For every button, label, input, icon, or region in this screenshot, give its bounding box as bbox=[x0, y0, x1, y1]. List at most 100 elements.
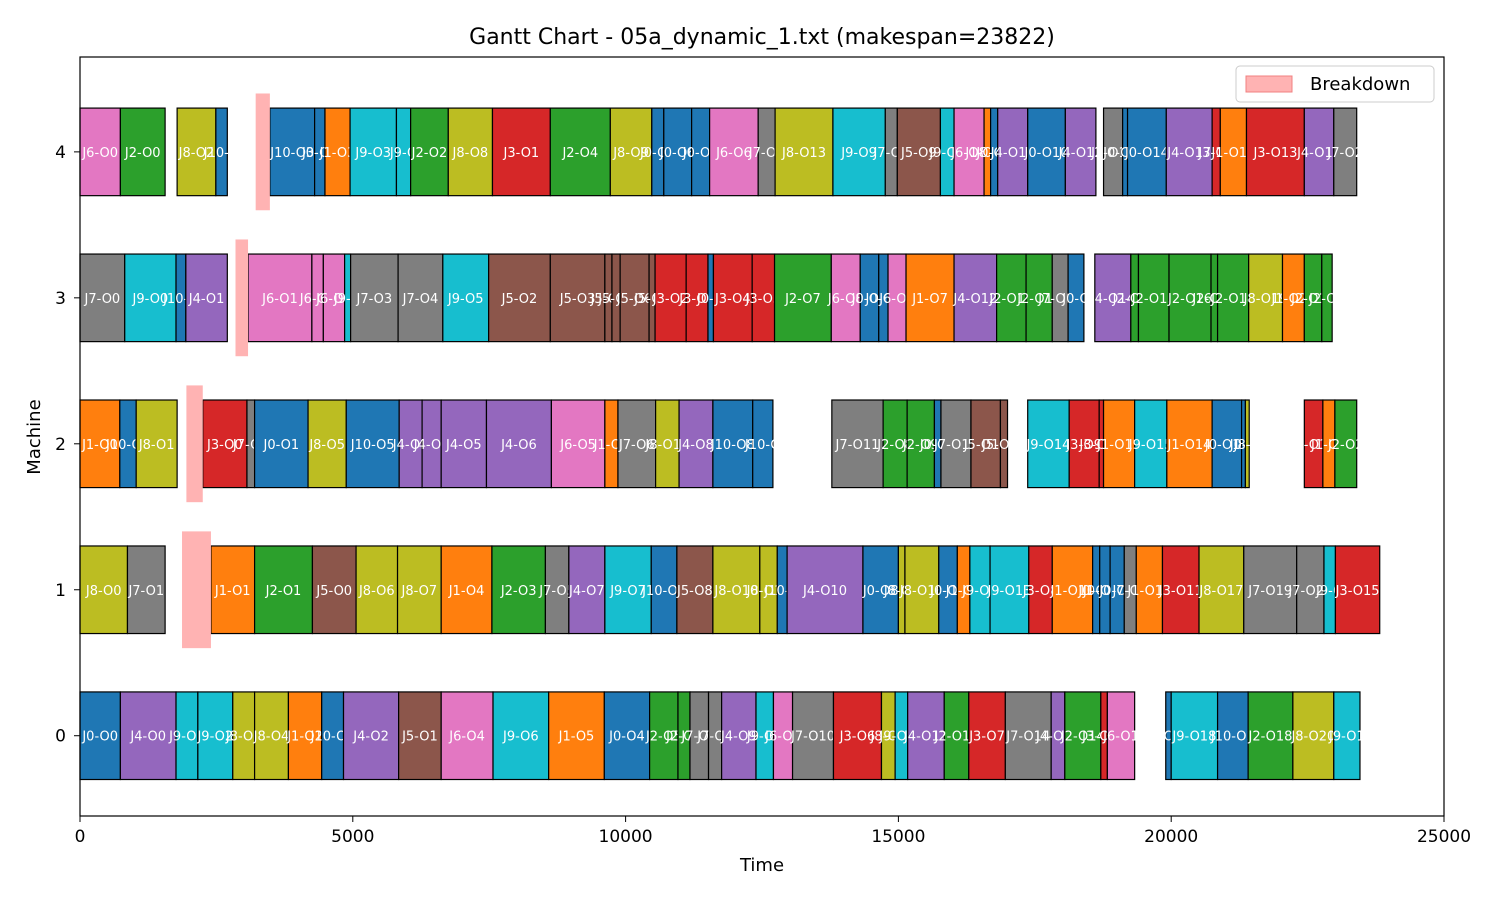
operation-bar bbox=[791, 691, 835, 781]
plot-frame bbox=[79, 56, 1445, 817]
operation-label: J8-O4 bbox=[253, 730, 290, 745]
operation-bar bbox=[185, 253, 228, 343]
operation-bar bbox=[905, 253, 955, 343]
operation-bar bbox=[832, 691, 883, 781]
operation-label: J9-O9 bbox=[840, 146, 877, 161]
x-tick-label: 20000 bbox=[1144, 827, 1198, 847]
operation-bar bbox=[773, 253, 832, 343]
operation-label: J10-O5 bbox=[350, 438, 395, 453]
operation-bar bbox=[410, 107, 449, 197]
operation-label: J9-O2 bbox=[196, 730, 233, 745]
operation-label: J6-O8 bbox=[827, 292, 864, 307]
operation-bar bbox=[440, 399, 488, 489]
operation-label: J8-O8 bbox=[452, 146, 489, 161]
operation-label: J1-O3 bbox=[319, 146, 356, 161]
operation-label: J5-O8 bbox=[676, 584, 713, 599]
operation-label: J0-O bbox=[1061, 292, 1089, 307]
operation-label: J2-O18 bbox=[1210, 292, 1255, 307]
operation-bar bbox=[1248, 253, 1284, 343]
y-axis-label: Machine bbox=[24, 399, 45, 474]
operation-bar bbox=[1292, 691, 1335, 781]
operation-bar bbox=[447, 107, 494, 197]
operation-label: J10-O bbox=[744, 438, 781, 453]
operation-bar bbox=[1198, 545, 1245, 635]
operation-bar bbox=[1333, 107, 1358, 197]
operation-bar bbox=[943, 691, 970, 781]
operation-label: J7-O10 bbox=[790, 730, 835, 745]
operation-label: J2-O0 bbox=[124, 146, 161, 161]
breakdown-bar bbox=[255, 93, 270, 211]
operation-label: J6-O7 bbox=[764, 730, 801, 745]
operation-bar bbox=[342, 691, 400, 781]
operation-bar bbox=[896, 107, 942, 197]
operation-bar bbox=[654, 253, 687, 343]
operation-bar bbox=[997, 107, 1029, 197]
axes: 0 5000 10000 15000 20000 25000 0 1 2 3 4 bbox=[55, 143, 1471, 847]
operation-bar bbox=[549, 107, 611, 197]
operation-bar bbox=[202, 399, 248, 489]
operation-label: J8-O16 bbox=[899, 584, 944, 599]
operation-label: J5-O1 bbox=[401, 730, 438, 745]
operation-bar bbox=[712, 399, 754, 489]
operation-label: J6-O0 bbox=[81, 146, 118, 161]
operation-bar bbox=[135, 399, 178, 489]
operation-label: J7-O1 bbox=[127, 584, 164, 599]
operation-bar bbox=[324, 107, 351, 197]
operation-bar bbox=[953, 253, 998, 343]
operation-label: J4-O0 bbox=[129, 730, 166, 745]
legend: Breakdown bbox=[1235, 65, 1435, 103]
operation-bar bbox=[1027, 399, 1070, 489]
operation-label: J7-O0 bbox=[84, 292, 121, 307]
operation-label: J1-O0 bbox=[81, 438, 118, 453]
operation-bar bbox=[1126, 107, 1167, 197]
operation-label: J7-O20 bbox=[1287, 584, 1332, 599]
operation-bar bbox=[989, 545, 1030, 635]
y-tick-label: 2 bbox=[55, 435, 66, 455]
operation-bar bbox=[1106, 691, 1136, 781]
operation-label: J3-O6 bbox=[839, 730, 876, 745]
operation-label: J1-O15 bbox=[1210, 146, 1255, 161]
operation-label: J5-O2 bbox=[501, 292, 538, 307]
operation-bar bbox=[488, 253, 551, 343]
operation-label: J9-O3 bbox=[354, 146, 391, 161]
operation-label: J6-O4 bbox=[448, 730, 485, 745]
operation-bar bbox=[774, 107, 834, 197]
operation-bar bbox=[1334, 399, 1358, 489]
operation-label: J4-O8 bbox=[677, 438, 714, 453]
operation-label: J2-O9 bbox=[902, 438, 939, 453]
y-tick-label: 3 bbox=[55, 289, 66, 309]
operation-bar bbox=[619, 253, 650, 343]
operation-label: J2-O2 bbox=[411, 146, 448, 161]
legend-label-breakdown: Breakdown bbox=[1310, 74, 1410, 95]
operation-label: J3-O2 bbox=[652, 292, 689, 307]
operation-label: J1-O1 bbox=[214, 584, 251, 599]
operation-label: J3-O3 bbox=[678, 292, 715, 307]
operation-label: J8-O14 bbox=[644, 438, 689, 453]
operation-label: J7-O5 bbox=[538, 584, 575, 599]
operation-label: J9-O1 bbox=[1328, 730, 1365, 745]
operation-bar bbox=[617, 399, 657, 489]
operation-bar bbox=[996, 253, 1027, 343]
operation-label: J8-O1 bbox=[138, 438, 175, 453]
operation-bar bbox=[862, 545, 899, 635]
operation-bar bbox=[1134, 399, 1168, 489]
operation-bar bbox=[603, 691, 651, 781]
operation-bar bbox=[491, 545, 546, 635]
operation-label: J0-O8 bbox=[862, 584, 899, 599]
operation-bar bbox=[210, 545, 256, 635]
operation-bar bbox=[1211, 399, 1243, 489]
operation-bar bbox=[786, 545, 864, 635]
operation-bar bbox=[709, 107, 759, 197]
breakdown-bar bbox=[182, 531, 211, 649]
operation-bar bbox=[119, 691, 177, 781]
operation-label: J4-O12 bbox=[952, 292, 997, 307]
x-tick-label: 0 bbox=[75, 827, 86, 847]
operation-bar bbox=[906, 399, 936, 489]
operation-label: J10-O8 bbox=[710, 438, 755, 453]
breakdown-bar bbox=[235, 239, 249, 357]
operation-bar bbox=[1216, 691, 1249, 781]
operation-bar bbox=[1216, 253, 1250, 343]
operation-label: J9-O13 bbox=[986, 584, 1031, 599]
operation-label: J4-O14 bbox=[1090, 292, 1135, 307]
